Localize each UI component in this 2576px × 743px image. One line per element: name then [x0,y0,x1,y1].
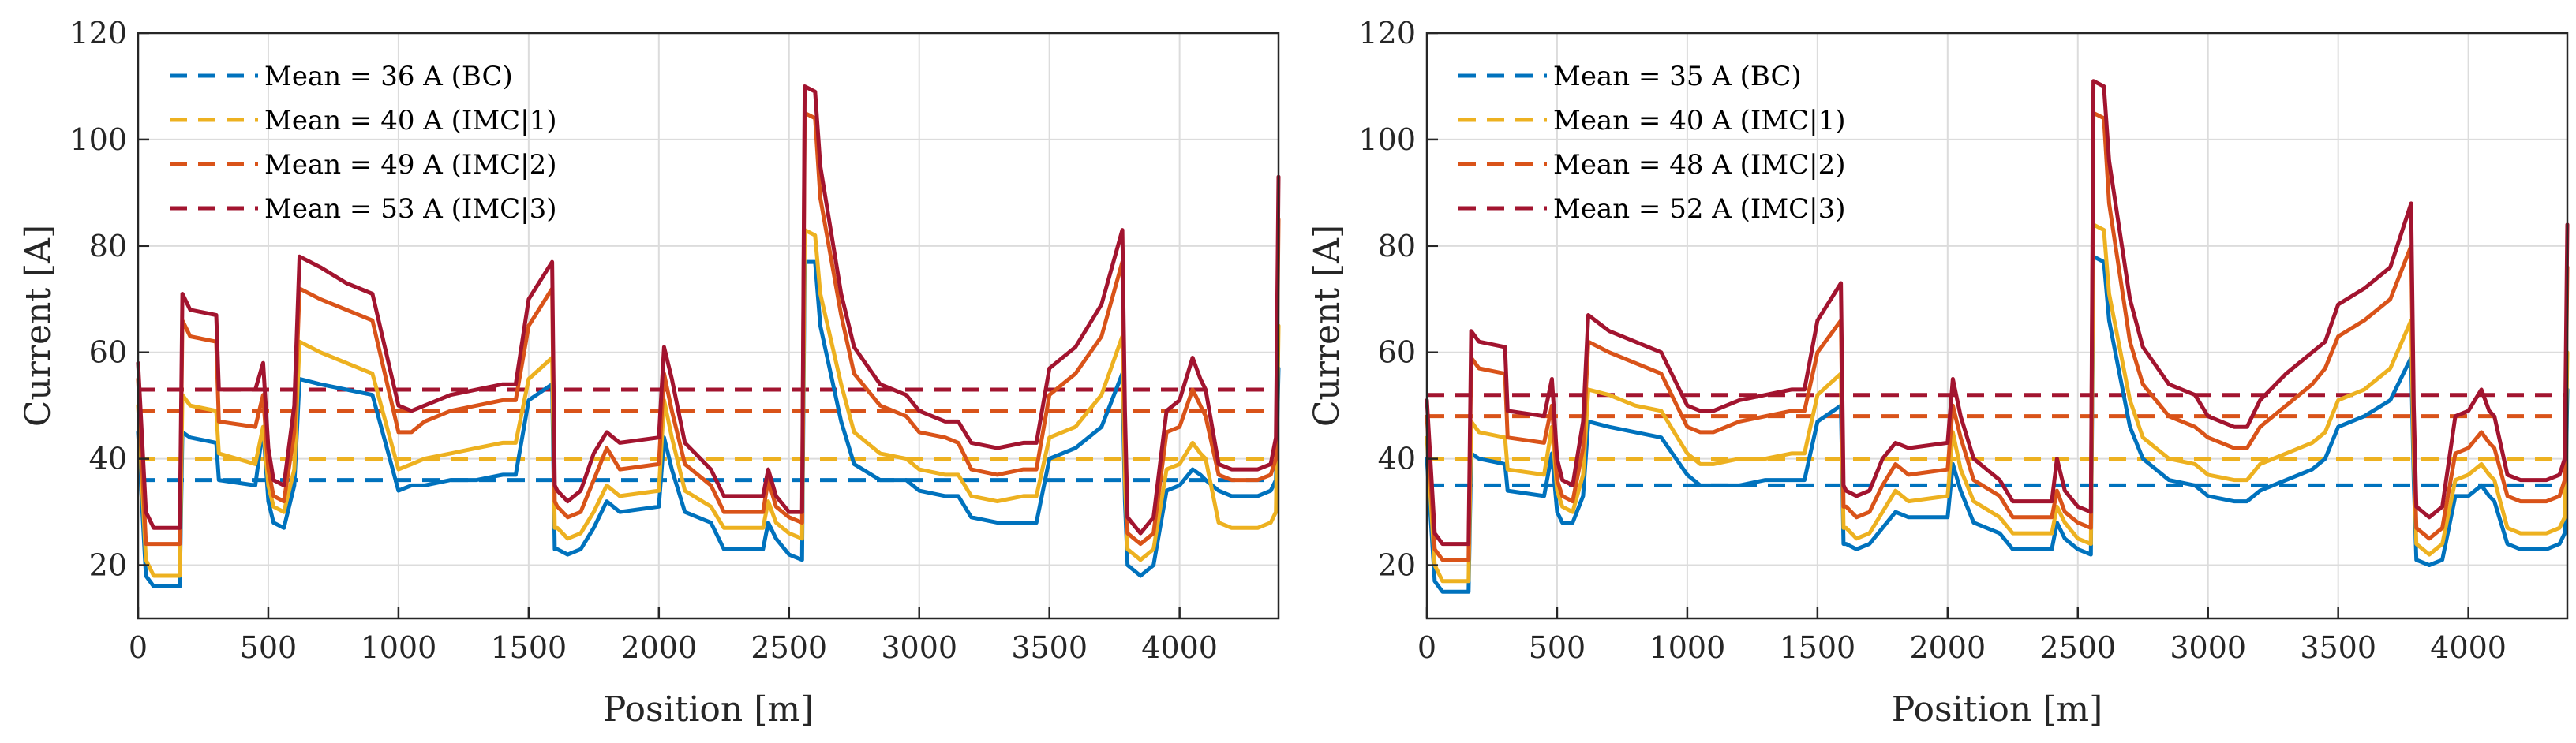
chart-left: 0 500 1000 1500 2000 2500 3000 3500 4000 20 40 60 80… [18,16,1281,730]
right-xtick-label-1500: 1500 [1780,630,1856,665]
chart-right: 0 500 1000 1500 2000 2500 3000 3500 4000 20 40 60 80… [1307,16,2570,730]
right-xtick-label-3000: 3000 [2170,630,2246,665]
left-legend-item-3: Mean = 53 A (IMC|3) [170,193,557,225]
left-legend-label-3: Mean = 53 A (IMC|3) [264,193,557,225]
right-ticks: 0 500 1000 1500 2000 2500 3000 3500 4000 20 40 60 80… [1358,16,2507,665]
left-xtick-label-4000: 4000 [1141,630,1218,665]
right-legend: Mean = 35 A (BC) Mean = 40 A (IMC|1) Mean … [1458,61,1846,225]
left-legend-item-1: Mean = 40 A (IMC|1) [170,105,557,136]
right-legend-item-1: Mean = 40 A (IMC|1) [1458,105,1846,136]
right-ytick-label-60: 60 [1378,335,1416,370]
right-y-axis-label: Current [A] [1307,225,1347,427]
left-legend: Mean = 36 A (BC) Mean = 40 A (IMC|1) Mean … [170,61,557,225]
right-series-line-bc [1425,254,2570,594]
right-series [1425,79,2570,594]
left-legend-label-0: Mean = 36 A (BC) [264,61,513,92]
left-xtick-label-0: 0 [129,630,148,665]
right-xtick-label-1000: 1000 [1649,630,1726,665]
right-xtick-label-4000: 4000 [2430,630,2507,665]
right-xtick-label-3500: 3500 [2300,630,2376,665]
right-legend-label-3: Mean = 52 A (IMC|3) [1553,193,1846,225]
left-legend-item-2: Mean = 49 A (IMC|2) [170,149,557,181]
left-x-axis-label: Position [m] [603,689,814,730]
left-axes-box [137,32,1280,620]
right-series-line-imc-3 [1425,79,2570,547]
left-xtick-label-500: 500 [240,630,298,665]
left-legend-label-1: Mean = 40 A (IMC|1) [264,105,557,136]
right-series-line-imc-1 [1425,222,2570,584]
left-ticks: 0 500 1000 1500 2000 2500 3000 3500 4000 20 40 60 80… [69,16,1218,665]
right-x-axis-label: Position [m] [1892,689,2103,730]
right-legend-label-0: Mean = 35 A (BC) [1553,61,1802,92]
left-series-line-imc-1 [136,228,1281,578]
left-ytick-label-60: 60 [89,335,127,370]
right-ytick-label-100: 100 [1358,122,1416,157]
left-ytick-label-80: 80 [89,229,127,263]
left-ytick-label-100: 100 [69,122,127,157]
right-xtick-label-500: 500 [1529,630,1586,665]
left-ytick-label-40: 40 [89,442,127,476]
left-xtick-label-1500: 1500 [491,630,567,665]
left-y-axis-label: Current [A] [18,225,58,427]
left-xtick-label-2500: 2500 [751,630,827,665]
right-mean-lines [1427,393,2567,487]
left-xtick-label-1000: 1000 [361,630,437,665]
left-legend-label-2: Mean = 49 A (IMC|2) [264,149,557,181]
right-legend-item-2: Mean = 48 A (IMC|2) [1458,149,1846,181]
right-legend-label-2: Mean = 48 A (IMC|2) [1553,149,1846,181]
right-ytick-label-40: 40 [1378,442,1416,476]
right-series-line-imc-2 [1425,110,2570,562]
right-xtick-label-0: 0 [1417,630,1436,665]
right-xtick-label-2000: 2000 [1909,630,1986,665]
left-series-line-imc-3 [136,84,1281,536]
left-series-line-bc [136,259,1281,588]
right-ytick-label-20: 20 [1378,548,1416,583]
right-legend-item-0: Mean = 35 A (BC) [1458,61,1802,92]
left-xtick-label-3000: 3000 [881,630,957,665]
right-xtick-label-2500: 2500 [2039,630,2116,665]
left-ytick-label-20: 20 [89,548,127,583]
left-series [136,84,1281,588]
left-xtick-label-2000: 2000 [620,630,697,665]
left-legend-item-0: Mean = 36 A (BC) [170,61,513,92]
right-ytick-label-80: 80 [1378,229,1416,263]
left-xtick-label-3500: 3500 [1011,630,1088,665]
right-legend-item-3: Mean = 52 A (IMC|3) [1458,193,1846,225]
left-ytick-label-120: 120 [69,16,127,50]
right-legend-label-1: Mean = 40 A (IMC|1) [1553,105,1846,136]
right-ytick-label-120: 120 [1358,16,1416,50]
left-series-line-imc-2 [136,110,1281,547]
right-axes-box [1425,32,2569,620]
